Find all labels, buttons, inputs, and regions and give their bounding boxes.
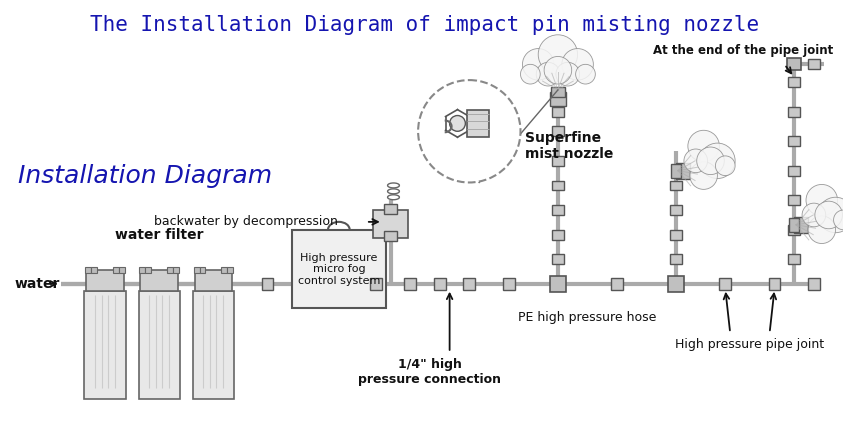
Text: The Installation Diagram of impact pin misting nozzle: The Installation Diagram of impact pin m… [90, 15, 760, 35]
Circle shape [815, 201, 842, 229]
Bar [788, 166, 800, 176]
Bar [113, 267, 119, 273]
Circle shape [538, 35, 578, 74]
Text: PE high pressure hose: PE high pressure hose [518, 311, 657, 325]
Bar [668, 276, 684, 292]
Bar [503, 278, 514, 290]
Bar [145, 267, 151, 273]
Bar [139, 267, 145, 273]
Circle shape [802, 203, 825, 227]
Bar [670, 254, 682, 264]
Circle shape [520, 64, 541, 84]
Bar [794, 217, 808, 233]
Circle shape [556, 62, 580, 86]
Bar [463, 278, 475, 290]
Bar [552, 106, 564, 117]
Bar [790, 218, 799, 232]
Bar [808, 59, 819, 69]
Bar [85, 267, 91, 273]
Circle shape [688, 130, 719, 162]
Text: At the end of the pipe joint: At the end of the pipe joint [654, 44, 834, 57]
Bar [370, 278, 382, 290]
Circle shape [690, 162, 717, 190]
Circle shape [450, 115, 465, 131]
Bar [373, 210, 408, 238]
Text: Superfine
mist nozzle: Superfine mist nozzle [525, 131, 614, 161]
Bar [788, 136, 800, 146]
Bar [788, 106, 800, 117]
Bar [227, 267, 233, 273]
Bar [676, 163, 690, 178]
Bar [292, 230, 386, 308]
Circle shape [716, 156, 735, 176]
Bar [200, 267, 206, 273]
Bar [91, 267, 97, 273]
Bar [193, 291, 234, 399]
Bar [262, 278, 274, 290]
Circle shape [523, 49, 554, 80]
Bar [550, 276, 566, 292]
Text: Installation Diagram: Installation Diagram [19, 164, 273, 187]
Bar [552, 278, 564, 290]
Bar [672, 164, 681, 178]
Bar [719, 278, 731, 290]
Bar [84, 291, 126, 399]
Bar [552, 205, 564, 215]
Circle shape [544, 57, 572, 84]
Bar [552, 127, 564, 136]
Text: water filter: water filter [115, 227, 203, 242]
Circle shape [808, 216, 836, 244]
Bar [788, 77, 800, 87]
Bar [788, 195, 800, 205]
Bar [383, 231, 398, 241]
Circle shape [806, 184, 837, 216]
Bar [167, 267, 173, 273]
Circle shape [697, 147, 724, 175]
Bar [550, 92, 566, 106]
Bar [140, 270, 178, 291]
Bar [405, 278, 416, 290]
Circle shape [562, 49, 593, 80]
Text: backwater by decompression: backwater by decompression [154, 216, 338, 228]
Text: High pressure
micro fog
control system: High pressure micro fog control system [298, 253, 380, 286]
Circle shape [700, 143, 735, 178]
Bar [87, 270, 124, 291]
Bar [808, 278, 819, 290]
Bar [221, 267, 227, 273]
Bar [670, 205, 682, 215]
Text: 1/4" high
pressure connection: 1/4" high pressure connection [359, 358, 502, 386]
Bar [670, 230, 682, 239]
Bar [611, 278, 623, 290]
Bar [788, 254, 800, 264]
Circle shape [575, 64, 595, 84]
Bar [551, 87, 564, 97]
Bar [670, 278, 682, 290]
Circle shape [684, 149, 707, 173]
Bar [173, 267, 178, 273]
Bar [788, 225, 800, 235]
Text: High pressure pipe joint: High pressure pipe joint [676, 338, 824, 351]
Bar [552, 156, 564, 166]
Bar [383, 204, 398, 214]
Circle shape [536, 62, 560, 86]
Circle shape [818, 197, 850, 233]
Bar [787, 58, 801, 70]
Circle shape [834, 210, 850, 230]
Bar [670, 181, 682, 190]
Bar [194, 267, 200, 273]
Circle shape [418, 80, 520, 182]
Bar [434, 278, 445, 290]
Bar [552, 230, 564, 239]
Bar [139, 291, 180, 399]
Bar [119, 267, 125, 273]
Bar [768, 278, 780, 290]
Bar [552, 181, 564, 190]
Bar [552, 254, 564, 264]
Bar [195, 270, 232, 291]
Text: water: water [14, 277, 60, 291]
Bar [468, 109, 489, 137]
